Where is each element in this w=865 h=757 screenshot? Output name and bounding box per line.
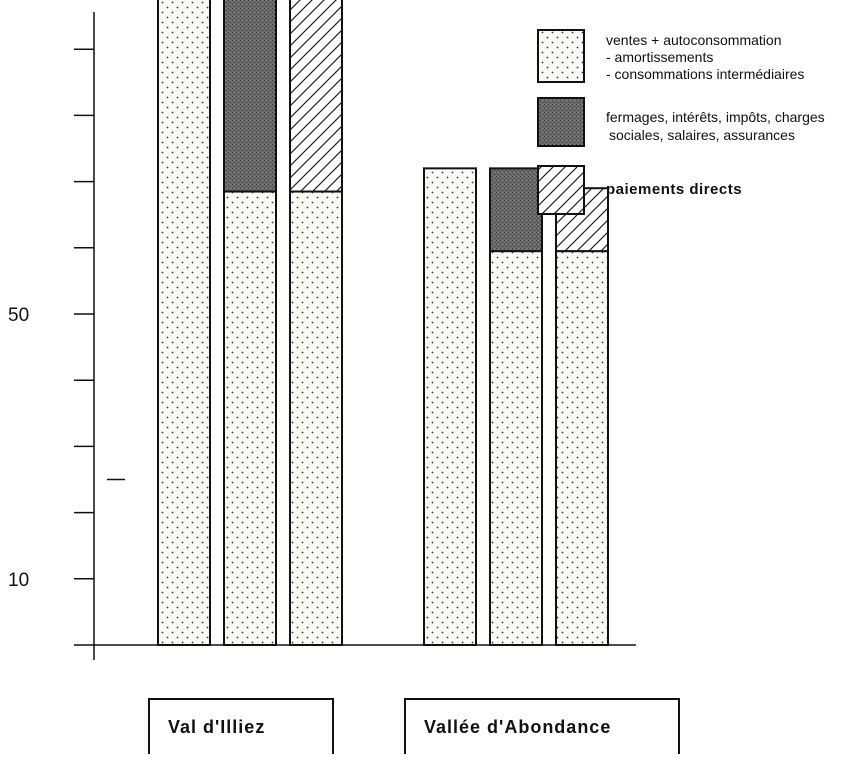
bar-g1-b1-seg-fermages bbox=[489, 167, 543, 253]
legend-swatch-fermages bbox=[537, 97, 585, 147]
bar-g0-b1-seg-ventes bbox=[223, 190, 277, 646]
bar-g0-b2-seg-ventes bbox=[289, 190, 343, 646]
bar-g1-b2-seg-ventes bbox=[555, 250, 609, 647]
bar-g0-b1-seg-fermages bbox=[223, 0, 277, 193]
bar-g1-b1-seg-ventes bbox=[489, 250, 543, 647]
legend-swatch-paiements bbox=[537, 165, 585, 215]
y-tick-label-50: 50 bbox=[8, 305, 29, 326]
bar-g0-b2-seg-paiements bbox=[289, 0, 343, 193]
legend-swatch-ventes bbox=[537, 29, 585, 83]
group-label-0: Val d'Illiez bbox=[148, 698, 334, 754]
bar-g1-b0-seg-ventes bbox=[423, 167, 477, 647]
bar-g0-b0-seg-ventes bbox=[157, 0, 211, 646]
bars bbox=[157, 0, 609, 647]
legend: ventes + autoconsommation- amortissement… bbox=[537, 29, 825, 215]
y-tick-label-10: 10 bbox=[8, 570, 29, 591]
legend-label-fermages-0: fermages, intérêts, impôts, charges bbox=[606, 109, 825, 125]
legend-label-paiements-0: paiements directs bbox=[606, 181, 742, 198]
legend-label-ventes-0: ventes + autoconsommation bbox=[606, 32, 782, 48]
group-label-1: Vallée d'Abondance bbox=[404, 698, 680, 754]
legend-label-ventes-2: - consommations intermédiaires bbox=[606, 66, 804, 82]
legend-label-fermages-1: sociales, salaires, assurances bbox=[609, 127, 795, 143]
legend-label-ventes-1: - amortissements bbox=[606, 49, 713, 65]
